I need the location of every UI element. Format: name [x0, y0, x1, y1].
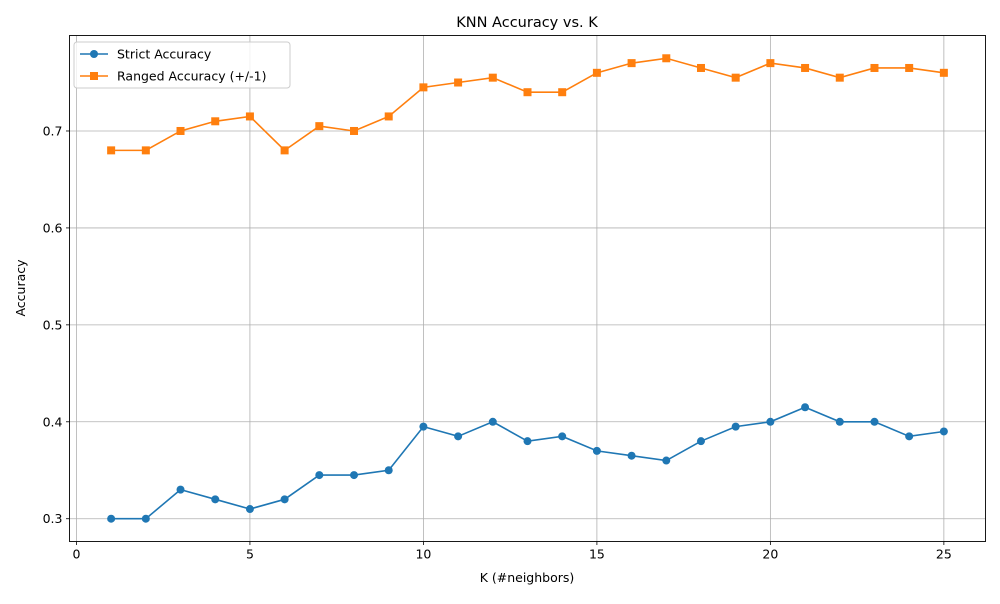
data-point-strict — [801, 403, 810, 412]
data-point-strict — [280, 495, 289, 504]
legend-marker-ranged — [90, 72, 98, 80]
data-point-strict — [141, 514, 150, 523]
legend-marker-strict — [90, 50, 98, 58]
data-point-ranged — [627, 59, 636, 68]
data-point-ranged — [488, 73, 497, 82]
data-point-strict — [731, 422, 740, 431]
data-point-ranged — [731, 73, 740, 82]
data-point-strict — [211, 495, 220, 504]
data-point-ranged — [315, 122, 324, 131]
x-tick-label: 0 — [72, 547, 80, 562]
y-tick-label: 0.3 — [43, 511, 63, 526]
data-point-strict — [419, 422, 428, 431]
data-point-ranged — [801, 63, 810, 72]
x-tick-label: 5 — [246, 547, 254, 562]
y-axis-label: Accuracy — [13, 259, 28, 317]
data-point-ranged — [280, 146, 289, 155]
data-point-ranged — [245, 112, 254, 121]
data-point-strict — [107, 514, 116, 523]
legend: Strict Accuracy Ranged Accuracy (+/-1) — [73, 41, 291, 89]
y-tick-label: 0.5 — [43, 317, 63, 332]
data-point-strict — [558, 432, 567, 441]
y-tick-label: 0.4 — [43, 414, 63, 429]
data-point-ranged — [905, 63, 914, 72]
data-point-ranged — [141, 146, 150, 155]
data-point-ranged — [662, 54, 671, 63]
y-tick-label: 0.6 — [43, 220, 63, 235]
data-point-strict — [315, 471, 324, 480]
data-point-ranged — [176, 126, 185, 135]
y-tick-label: 0.7 — [43, 123, 63, 138]
data-point-ranged — [384, 112, 393, 121]
data-point-ranged — [870, 63, 879, 72]
plot-frame — [69, 35, 986, 542]
data-point-strict — [245, 505, 254, 514]
data-point-strict — [523, 437, 532, 446]
grid — [69, 35, 986, 542]
data-point-strict — [627, 451, 636, 460]
legend-frame — [73, 41, 291, 89]
series-line-strict — [111, 406, 944, 520]
data-point-strict — [696, 437, 705, 446]
data-point-strict — [350, 471, 359, 480]
legend-label-strict: Strict Accuracy — [117, 47, 212, 62]
series-layer — [107, 54, 948, 523]
data-point-strict — [488, 417, 497, 426]
data-point-strict — [870, 417, 879, 426]
x-tick-label: 15 — [589, 547, 605, 562]
data-point-ranged — [454, 78, 463, 87]
chart-title: KNN Accuracy vs. K — [456, 15, 598, 31]
data-point-ranged — [107, 146, 116, 155]
legend-label-ranged: Ranged Accuracy (+/-1) — [117, 69, 266, 84]
data-point-ranged — [835, 73, 844, 82]
data-point-ranged — [592, 68, 601, 77]
data-point-ranged — [696, 63, 705, 72]
data-point-strict — [176, 485, 185, 494]
data-point-strict — [662, 456, 671, 465]
data-point-strict — [592, 446, 601, 455]
data-point-ranged — [350, 126, 359, 135]
data-point-strict — [939, 427, 948, 436]
x-tick-label: 25 — [936, 547, 952, 562]
x-axis-label: K (#neighbors) — [480, 570, 575, 585]
data-point-ranged — [523, 88, 532, 97]
data-point-strict — [835, 417, 844, 426]
ticks: 0 5 10 15 20 25 0.3 0.4 0.5 0.6 0.7 — [43, 123, 952, 561]
x-tick-label: 20 — [762, 547, 778, 562]
data-point-ranged — [419, 83, 428, 92]
data-point-ranged — [766, 59, 775, 68]
data-point-strict — [766, 417, 775, 426]
data-point-strict — [454, 432, 463, 441]
data-point-strict — [384, 466, 393, 475]
data-point-ranged — [558, 88, 567, 97]
data-point-ranged — [211, 117, 220, 126]
x-tick-label: 10 — [415, 547, 431, 562]
data-point-strict — [905, 432, 914, 441]
data-point-ranged — [939, 68, 948, 77]
